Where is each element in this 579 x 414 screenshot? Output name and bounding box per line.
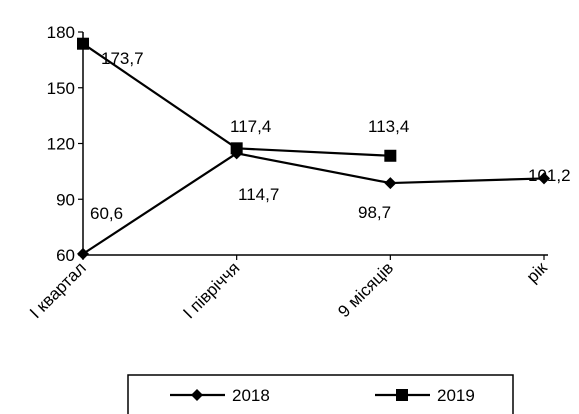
legend-marker-2018: [191, 389, 203, 401]
data-label-2018: 98,7: [358, 203, 391, 222]
data-point-2018: [384, 177, 397, 190]
y-tick-label: 150: [47, 79, 75, 98]
series-layer: [77, 37, 550, 260]
series-line-2018: [82, 152, 545, 255]
data-label-2018: 101,2: [528, 166, 571, 185]
data-point-2018: [77, 247, 89, 260]
data-point-2019: [384, 149, 397, 162]
data-label-2019: 173,7: [101, 49, 144, 68]
data-label-2019: 117,4: [230, 117, 271, 136]
x-tick-label: 9 місяців: [334, 258, 397, 321]
legend-label-2018: 2018: [232, 386, 270, 405]
y-tick-label: 60: [56, 246, 75, 265]
x-tick-label: І півріччя: [179, 258, 243, 322]
y-tick-label: 120: [47, 135, 75, 154]
data-label-2018: 60,6: [90, 204, 123, 223]
data-label-2019: 113,4: [368, 117, 409, 136]
y-tick-label: 90: [56, 190, 75, 209]
legend-label-2019: 2019: [437, 386, 475, 405]
data-point-2019: [77, 37, 89, 50]
x-tick-label: І квартал: [26, 258, 90, 322]
data-labels: 60,6 114,7 98,7 101,2 173,7 117,4 113,4: [90, 49, 571, 223]
legend-marker-2019: [396, 389, 408, 401]
legend: 2018 2019: [127, 374, 514, 414]
data-point-2018: [538, 172, 550, 185]
data-label-2018: 114,7: [238, 185, 279, 204]
data-point-2019: [230, 142, 243, 155]
x-tick-label: рік: [523, 258, 551, 286]
y-tick-label: 180: [47, 23, 75, 42]
